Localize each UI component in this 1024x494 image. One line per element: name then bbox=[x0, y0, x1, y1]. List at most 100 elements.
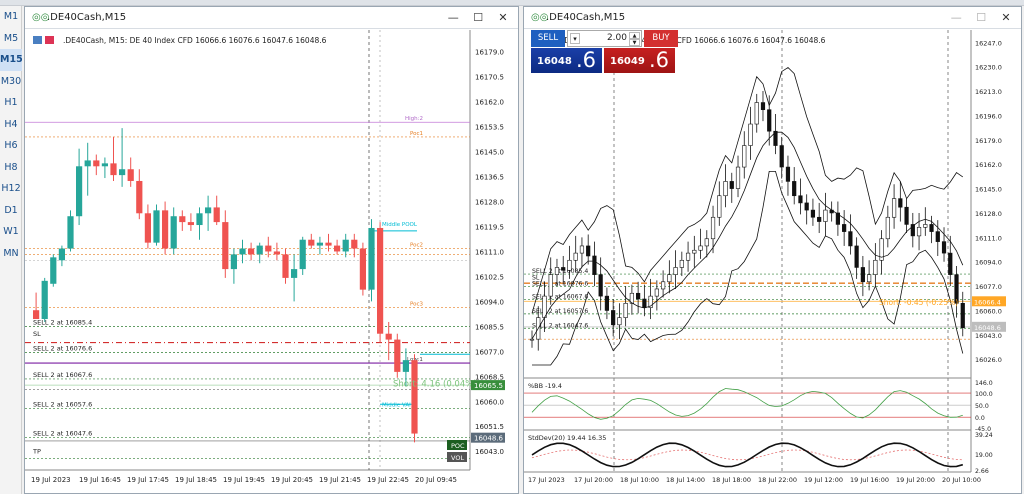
sell-button[interactable]: SELL bbox=[531, 30, 565, 47]
price-tick-label: 16247.0 bbox=[975, 39, 1002, 47]
price-tick-label: 16060.0 bbox=[475, 398, 504, 406]
bear-candle bbox=[798, 195, 803, 204]
one-click-trading-panel: SELL ▾ 2.00 ▲ ▼ BUY 16048 .6 16049 .6 bbox=[531, 30, 695, 74]
bull-candle bbox=[573, 252, 578, 261]
bear-candle bbox=[835, 212, 841, 225]
time-tick-label: 18 Jul 10:00 bbox=[620, 476, 659, 484]
bear-candle bbox=[586, 245, 591, 257]
price-tick-label: 16102.5 bbox=[475, 273, 504, 281]
stddev-line bbox=[531, 442, 964, 468]
maximize-button[interactable]: ☐ bbox=[976, 11, 987, 24]
bear-candle bbox=[394, 339, 401, 372]
bull-candle bbox=[542, 295, 547, 318]
price-tag-grey-text: 16048.6 bbox=[974, 324, 1001, 332]
trade-level-label: SELL 2 at 16057.6 bbox=[33, 400, 92, 408]
lot-value[interactable]: 2.00 bbox=[606, 33, 627, 43]
buy-price-button[interactable]: 16049 .6 bbox=[604, 48, 675, 73]
stddev-tick-label: 19.00 bbox=[975, 452, 993, 459]
close-button[interactable]: ✕ bbox=[498, 11, 508, 24]
sell-price-button[interactable]: 16048 .6 bbox=[531, 48, 602, 73]
timeframe-m15[interactable]: M15 bbox=[0, 49, 23, 71]
lot-decrease-icon[interactable]: ▼ bbox=[629, 39, 640, 46]
timeframe-h6[interactable]: H6 bbox=[4, 140, 18, 151]
minimize-button[interactable]: — bbox=[950, 11, 962, 24]
bear-candle bbox=[767, 109, 772, 132]
bear-candle bbox=[179, 216, 186, 223]
lot-size-field[interactable]: ▾ 2.00 ▲ ▼ bbox=[567, 30, 642, 47]
bull-candle bbox=[823, 209, 828, 222]
close-button[interactable]: ✕ bbox=[1001, 11, 1011, 24]
bull-candle bbox=[698, 245, 703, 251]
timeframe-m5[interactable]: M5 bbox=[3, 32, 19, 44]
vol-button[interactable] bbox=[447, 452, 467, 462]
stddev-indicator-label: StdDev(20) 19.44 16.35 bbox=[528, 434, 606, 442]
timeframe-w1[interactable]: W1 bbox=[3, 226, 19, 237]
bear-candle bbox=[792, 181, 797, 197]
minimize-button[interactable]: — bbox=[447, 11, 459, 24]
bear-candle bbox=[910, 224, 915, 237]
vol-button-label[interactable]: VOL bbox=[451, 454, 464, 462]
price-tick-label: 16026.0 bbox=[975, 356, 1002, 364]
price-tag-green bbox=[471, 380, 505, 391]
price-tick-label: 16153.5 bbox=[475, 124, 504, 132]
bear-candle bbox=[385, 333, 392, 340]
poc-button-label[interactable]: POC bbox=[451, 442, 465, 450]
price-tick-label: 16128.0 bbox=[475, 199, 504, 207]
bollinger-middle bbox=[531, 131, 964, 340]
sell-price-main: 16048 bbox=[537, 56, 572, 67]
bear-candle bbox=[848, 231, 853, 247]
timeframe-m1[interactable]: M1 bbox=[3, 11, 19, 22]
trade-level-label: SELL 2 at 16047.6 bbox=[33, 430, 92, 438]
timeframe-h12[interactable]: H12 bbox=[1, 183, 21, 194]
bear-candle bbox=[93, 160, 100, 167]
chart-grid-icon[interactable] bbox=[33, 36, 42, 44]
time-tick-label: 19 Jul 20:00 bbox=[896, 476, 935, 484]
bb-indicator-label: %BB -19.4 bbox=[528, 382, 562, 390]
bear-candle bbox=[411, 360, 418, 434]
indicator-icon[interactable] bbox=[45, 36, 54, 44]
chart-window-left: ◎◎ .DE40Cash,M15 — ☐ ✕ .DE40Cash, M15: D… bbox=[24, 6, 519, 494]
lot-increase-icon[interactable]: ▲ bbox=[629, 32, 640, 39]
bull-candle bbox=[256, 245, 263, 255]
price-tick-label: 16128.0 bbox=[975, 210, 1002, 218]
bull-candle bbox=[76, 166, 83, 217]
bear-candle bbox=[935, 231, 940, 242]
poc-button[interactable] bbox=[447, 440, 467, 450]
chart-window-right: ◎◎ .DE40Cash,M15 — ☐ ✕ .DE40Cash, M15: D… bbox=[523, 6, 1022, 494]
timeframe-h4[interactable]: H4 bbox=[4, 118, 18, 130]
bull-candle bbox=[885, 216, 890, 240]
price-chart-bollinger[interactable]: .DE40Cash, M15: DE 40 Index CFD 16066.6 … bbox=[524, 30, 1021, 493]
window-titlebar[interactable]: ◎◎ .DE40Cash,M15 — ☐ ✕ bbox=[524, 7, 1021, 29]
bull-candle bbox=[239, 248, 246, 255]
price-chart[interactable]: .DE40Cash, M15: DE 40 Index CFD 16066.6 … bbox=[25, 30, 518, 493]
price-tick-label: 16196.0 bbox=[975, 112, 1002, 120]
trade-level-label: SELL 2 at 16057.6 bbox=[532, 308, 588, 315]
bull-candle bbox=[368, 227, 375, 290]
timeframe-m30[interactable]: M30 bbox=[0, 75, 22, 87]
bb-tick-label: -45.0 bbox=[975, 426, 991, 433]
price-tick-label: 16179.0 bbox=[975, 137, 1002, 145]
time-tick-label: 19 Jul 17:45 bbox=[127, 476, 169, 484]
price-tick-label: 16111.0 bbox=[475, 248, 504, 256]
bear-candle bbox=[960, 302, 965, 328]
window-titlebar[interactable]: ◎◎ .DE40Cash,M15 — ☐ ✕ bbox=[25, 7, 518, 29]
bear-candle bbox=[954, 274, 959, 304]
price-tick-label: 16043.0 bbox=[475, 448, 504, 456]
time-tick-label: 19 Jul 19:45 bbox=[223, 476, 265, 484]
maximize-button[interactable]: ☐ bbox=[473, 11, 484, 24]
price-tick-label: 16068.5 bbox=[475, 373, 504, 381]
timeframe-h8[interactable]: H8 bbox=[4, 161, 18, 173]
buy-button[interactable]: BUY bbox=[644, 30, 678, 47]
timeframe-d1[interactable]: D1 bbox=[4, 204, 18, 216]
timeframe-h1[interactable]: H1 bbox=[4, 97, 18, 108]
trade-level-label: SELL 2 at 16085.4 bbox=[33, 319, 92, 327]
bb-line bbox=[531, 388, 963, 420]
price-tag-orange-text: 16066.4 bbox=[974, 298, 1001, 306]
bull-candle bbox=[170, 216, 177, 249]
bull-candle bbox=[867, 274, 872, 283]
bear-candle bbox=[127, 169, 134, 181]
bear-candle bbox=[760, 102, 766, 111]
bear-candle bbox=[636, 292, 641, 300]
timeframe-mn[interactable]: MN bbox=[3, 247, 19, 259]
lot-dropdown-icon[interactable]: ▾ bbox=[570, 33, 580, 44]
